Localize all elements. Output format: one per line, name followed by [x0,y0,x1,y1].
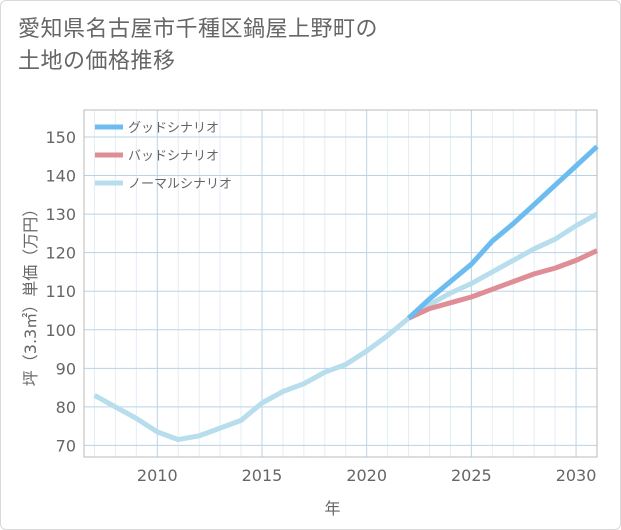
y-tick-label-120: 120 [45,244,76,263]
series-line-1 [407,248,599,321]
legend-label-0: グッドシナリオ [128,121,219,136]
y-tick-label-130: 130 [45,205,76,224]
y-tick-label-80: 80 [56,398,76,417]
x-tick-label-2025: 2025 [451,466,492,485]
series-line-2 [93,211,599,443]
plot-area-frame [83,109,598,458]
y-tick-label-150: 150 [45,128,76,147]
x-tick-label-2015: 2015 [242,466,283,485]
x-tick-label-2010: 2010 [137,466,178,485]
y-tick-label-110: 110 [45,282,76,301]
x-tick-label-2020: 2020 [346,466,387,485]
series-line-0 [406,144,599,321]
x-tick-label-2030: 2030 [556,466,597,485]
series-group [93,144,599,443]
y-tick-label-140: 140 [45,167,76,186]
y-tick-label-90: 90 [56,359,76,378]
y-axis-title: 坪（3.3㎡）単価（万円） [21,201,40,386]
x-axis-title: 年 [324,499,340,518]
legend-label-2: ノーマルシナリオ [128,177,232,192]
chart-title-line-2: 土地の価格推移 [18,49,176,74]
legend-label-1: バッドシナリオ [128,149,219,164]
y-tick-label-70: 70 [56,436,76,455]
tick-labels: 70 80 90 100 110 120 130 140 150 2010 2015 2020 2025… [45,128,596,485]
chart-title: 愛知県名古屋市千種区鍋屋上野町の 土地の価格推移 [18,14,378,78]
chart-title-line-1: 愛知県名古屋市千種区鍋屋上野町の [18,17,379,42]
y-tick-label-100: 100 [45,321,76,340]
